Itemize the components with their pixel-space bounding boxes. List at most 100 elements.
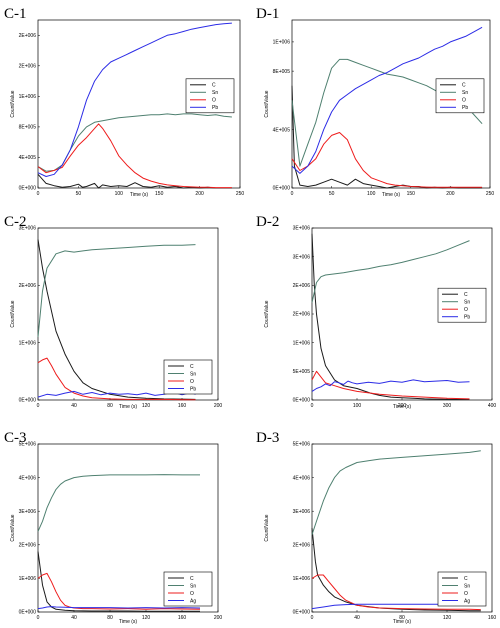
x-tick-label: 150 [155, 191, 164, 197]
legend-label-o: O [190, 591, 194, 597]
x-tick-label: 250 [486, 191, 495, 197]
y-tick-label: 0E+000 [19, 398, 37, 404]
x-axis-title: Time (s) [393, 619, 411, 625]
panel-label: C-2 [4, 214, 27, 230]
series-line-o [311, 574, 481, 611]
series-line-pb [37, 22, 232, 177]
y-axis-title: Count/Value [10, 514, 16, 541]
legend-label-sn: Sn [190, 583, 196, 589]
legend-label-sn: Sn [190, 371, 196, 377]
y-tick-label: 0E+000 [293, 398, 311, 404]
legend-label-pb: Pb [462, 105, 468, 111]
series-line-sn [311, 450, 481, 535]
y-axis-title: Count/Value [264, 90, 270, 117]
y-tick-label: 1E+006 [273, 40, 291, 46]
legend-label-ag: Ag [190, 598, 196, 604]
legend-label-o: O [462, 98, 466, 104]
x-tick-label: 40 [354, 615, 360, 621]
y-tick-label: 1E+006 [293, 340, 311, 346]
y-tick-label: 1E+006 [19, 340, 37, 346]
x-tick-label: 200 [195, 191, 204, 197]
x-axis-title: Time (s) [130, 192, 148, 198]
x-tick-label: 80 [107, 403, 113, 409]
legend-label-ag: Ag [464, 598, 470, 604]
x-tick-label: 100 [367, 191, 376, 197]
x-tick-label: 0 [311, 403, 314, 409]
series-line-sn [311, 240, 470, 303]
legend-label-o: O [212, 98, 216, 104]
series-line-sn [37, 474, 200, 532]
x-tick-label: 400 [488, 403, 497, 409]
x-tick-label: 0 [37, 191, 40, 197]
y-tick-label: 8E+005 [19, 125, 37, 131]
x-tick-label: 80 [399, 615, 405, 621]
y-tick-label: 5E+006 [293, 442, 311, 448]
y-tick-label: 1E+006 [19, 576, 37, 582]
legend-label-c: C [212, 83, 216, 89]
series-line-o [311, 370, 470, 400]
legend: CSn OAg [437, 571, 487, 607]
panel-label: C-1 [4, 6, 27, 22]
y-tick-label: 1E+006 [19, 94, 37, 100]
series-line-ag [37, 606, 201, 610]
legend-label-pb: Pb [464, 315, 470, 321]
y-axis-title: Count/Value [10, 90, 16, 117]
y-tick-label: 0E+000 [19, 610, 37, 616]
x-tick-label: 300 [443, 403, 452, 409]
plot-frame [37, 19, 241, 189]
legend-label-o: O [464, 591, 468, 597]
x-tick-label: 160 [488, 615, 497, 621]
x-tick-label: 150 [407, 191, 416, 197]
x-tick-label: 250 [236, 191, 245, 197]
x-tick-label: 200 [214, 615, 223, 621]
y-tick-label: 3E+006 [293, 509, 311, 515]
y-tick-label: 0E+000 [293, 610, 311, 616]
chart-panel-c-2: C-2 0E+000 1E+006 2E+006 3E+006 0 40 80 120 160 20… [4, 214, 222, 410]
plot-frame [37, 443, 219, 613]
series-line-o [37, 357, 196, 401]
x-tick-label: 160 [178, 615, 187, 621]
y-tick-label: 2E+006 [19, 283, 37, 289]
series-line-sn [37, 113, 232, 172]
legend: CSn OAg [163, 571, 213, 607]
x-tick-label: 40 [71, 403, 77, 409]
panel-label: D-1 [256, 6, 279, 22]
x-tick-label: 50 [76, 191, 82, 197]
legend-label-o: O [464, 307, 468, 313]
x-tick-label: 120 [142, 403, 151, 409]
series-line-c [311, 527, 481, 612]
y-tick-label: 4E+005 [273, 127, 291, 133]
x-axis-title: Time (s) [119, 619, 137, 625]
series-line-c [37, 551, 200, 612]
series-line-c [311, 233, 470, 400]
x-tick-label: 200 [398, 403, 407, 409]
chart-panel-c-3: C-3 0E+000 1E+006 2E+006 3E+006 4E+006 5E+006 0… [4, 430, 222, 625]
series-line-o [37, 123, 232, 189]
chart-panel-d-2: D-2 0E+000 5E+005 1E+006 2E+006 2E+006 3E+006 3… [256, 214, 496, 410]
panel-label: D-2 [256, 214, 279, 230]
x-axis-title: Time (s) [382, 192, 400, 198]
x-tick-label: 100 [353, 403, 362, 409]
x-axis-title: Time (s) [393, 404, 411, 410]
legend-label-c: C [190, 364, 194, 370]
series-line-o [291, 132, 483, 188]
y-tick-label: 0E+000 [19, 186, 37, 192]
y-tick-label: 2E+006 [293, 283, 311, 289]
y-tick-label: 4E+005 [19, 155, 37, 161]
chart-panel-d-3: D-3 0E+000 1E+006 2E+006 3E+006 4E+006 5E+006 0… [256, 430, 496, 625]
x-axis-title: Time (s) [119, 404, 137, 410]
series-line-sn [37, 244, 196, 337]
legend-label-c: C [190, 576, 194, 582]
x-tick-label: 0 [37, 403, 40, 409]
y-tick-label: 3E+006 [293, 254, 311, 260]
y-tick-label: 3E+006 [293, 226, 311, 232]
legend-label-c: C [464, 576, 468, 582]
y-tick-label: 4E+006 [293, 475, 311, 481]
plot-frame [37, 227, 219, 401]
x-tick-label: 120 [443, 615, 452, 621]
y-axis-title: Count/Value [10, 300, 16, 327]
